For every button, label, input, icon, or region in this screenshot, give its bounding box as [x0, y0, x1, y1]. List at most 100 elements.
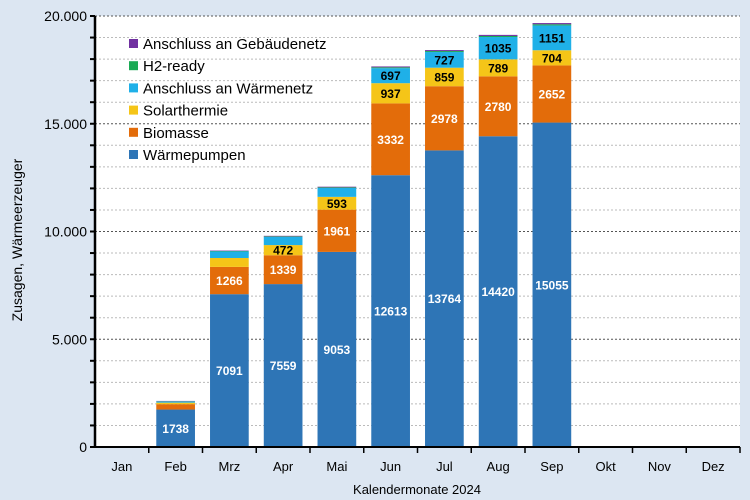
data-label: 789	[488, 61, 508, 75]
y-tick-label: 20.000	[44, 8, 87, 24]
data-label: 2652	[539, 87, 566, 101]
x-tick-label: Nov	[648, 459, 672, 474]
y-axis-title: Zusagen, Wärmeerzeuger	[9, 158, 25, 321]
bar-segment-w-rmepumpen	[317, 251, 357, 447]
x-tick-label: Jan	[111, 459, 132, 474]
bar-segment-biomasse	[317, 209, 357, 252]
x-tick-label: Jun	[380, 459, 401, 474]
legend-label: Anschluss an Gebäudenetz	[143, 36, 326, 53]
bar-segment-w-rmepumpen	[156, 409, 195, 447]
bar-segment-h2-ready	[425, 51, 464, 53]
x-axis-title: Kalendermonate 2024	[353, 482, 481, 497]
x-tick-label: Sep	[540, 459, 563, 474]
legend-swatch	[129, 83, 138, 93]
bar-segment-biomasse	[478, 76, 518, 137]
bar-segment-h2-ready	[317, 187, 357, 188]
data-label: 2978	[431, 112, 458, 126]
data-label: 593	[327, 197, 347, 211]
data-label: 7091	[216, 364, 243, 378]
data-label: 12613	[374, 305, 408, 319]
bar-segment-solarthermie	[210, 258, 249, 267]
x-tick-label: Okt	[596, 459, 617, 474]
data-label: 1151	[539, 31, 565, 45]
bar-segment-biomasse	[210, 266, 249, 295]
legend-label: Biomasse	[143, 125, 209, 142]
x-tick-label: Dez	[702, 459, 725, 474]
data-label: 14420	[481, 285, 515, 299]
bar-segment-solarthermie	[371, 83, 410, 104]
data-label: 1738	[162, 422, 189, 436]
data-label: 9053	[324, 343, 351, 357]
legend-label: Wärmepumpen	[143, 147, 246, 164]
legend-swatch	[129, 105, 138, 115]
bar-segment-biomasse	[532, 65, 572, 123]
data-label: 1339	[270, 263, 297, 277]
data-label: 15055	[535, 278, 569, 292]
bar-segment-biomasse	[263, 255, 303, 285]
bar-segment-anschluss-an-w-rmenetz	[425, 52, 464, 68]
bar-segment-solarthermie	[263, 245, 303, 256]
legend-swatch	[129, 61, 138, 71]
data-label: 3332	[377, 133, 404, 147]
bar-segment-biomasse	[156, 404, 195, 410]
bar-segment-anschluss-an-geb-udenetz	[478, 34, 518, 36]
bar-segment-solarthermie	[478, 59, 518, 77]
bar-segment-anschluss-an-geb-udenetz	[317, 186, 357, 188]
data-label: 727	[434, 53, 454, 67]
legend-swatch	[129, 39, 138, 48]
data-label: 704	[542, 51, 562, 65]
y-tick-label: 10.000	[44, 224, 87, 240]
bar-segment-anschluss-an-w-rmenetz	[532, 25, 572, 51]
legend-label: H2-ready	[143, 58, 205, 75]
bar-segment-solarthermie	[317, 196, 357, 210]
bar-segment-solarthermie	[156, 402, 195, 405]
data-label: 1961	[324, 224, 351, 238]
bar-segment-solarthermie	[425, 67, 464, 87]
bar-segment-anschluss-an-w-rmenetz	[317, 187, 357, 197]
data-label: 1035	[485, 42, 512, 56]
data-label: 1266	[216, 274, 243, 288]
x-tick-label: Apr	[273, 459, 294, 474]
x-tick-label: Feb	[164, 459, 186, 474]
bar-segment-anschluss-an-geb-udenetz	[263, 235, 303, 237]
y-tick-label: 0	[79, 439, 87, 455]
legend-label: Anschluss an Wärmenetz	[143, 80, 313, 97]
x-tick-label: Aug	[487, 459, 510, 474]
data-label: 13764	[428, 292, 462, 306]
bar-segment-w-rmepumpen	[425, 150, 464, 447]
bar-segment-h2-ready	[263, 236, 303, 237]
x-tick-label: Jul	[436, 459, 453, 474]
data-label: 937	[381, 87, 401, 101]
bar-segment-w-rmepumpen	[263, 284, 303, 447]
data-label: 2780	[485, 100, 512, 114]
legend-label: Solarthermie	[143, 103, 228, 120]
bar-segment-biomasse	[371, 103, 410, 176]
data-label: 697	[381, 69, 401, 83]
x-tick-label: Mai	[326, 459, 347, 474]
bar-segment-anschluss-an-geb-udenetz	[532, 23, 572, 25]
bar-segment-w-rmepumpen	[210, 294, 249, 447]
bar-segment-anschluss-an-w-rmenetz	[156, 401, 195, 403]
bar-segment-anschluss-an-w-rmenetz	[263, 236, 303, 246]
legend-swatch	[129, 127, 138, 137]
bar-segment-anschluss-an-w-rmenetz	[371, 68, 410, 84]
y-tick-label: 15.000	[44, 116, 87, 132]
bar-segment-solarthermie	[532, 50, 572, 66]
bar-segment-anschluss-an-geb-udenetz	[425, 50, 464, 52]
data-label: 7559	[270, 359, 297, 373]
bar-segment-h2-ready	[478, 35, 518, 38]
bar-segment-h2-ready	[532, 24, 572, 26]
bar-segment-biomasse	[425, 86, 464, 151]
data-label: 472	[273, 244, 293, 258]
bar-segment-w-rmepumpen	[371, 175, 410, 447]
x-tick-label: Mrz	[219, 459, 241, 474]
legend-swatch	[129, 150, 138, 159]
y-tick-label: 5.000	[52, 331, 87, 347]
bar-segment-anschluss-an-w-rmenetz	[210, 251, 249, 259]
bar-segment-w-rmepumpen	[532, 122, 572, 447]
bar-segment-w-rmepumpen	[478, 136, 518, 447]
bar-segment-anschluss-an-w-rmenetz	[478, 37, 518, 60]
bar-segment-h2-ready	[371, 67, 410, 69]
data-label: 859	[434, 70, 454, 84]
